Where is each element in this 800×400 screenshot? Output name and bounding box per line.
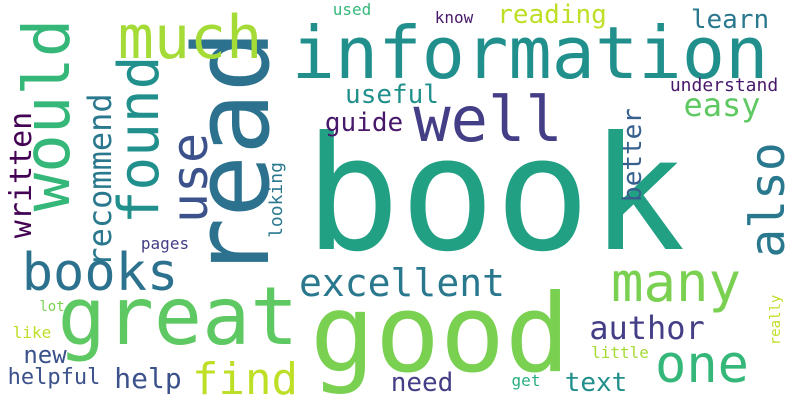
word-like: like — [12, 323, 52, 342]
word-used: used — [332, 0, 372, 19]
word-much: much — [117, 3, 263, 73]
word-reading: reading — [497, 0, 607, 30]
word-good: good — [309, 272, 571, 397]
word-looking: looking — [266, 162, 287, 238]
word-recommend: recommend — [81, 93, 119, 267]
word-author: author — [589, 309, 705, 347]
word-many: many — [610, 251, 742, 314]
word-get: get — [511, 371, 541, 390]
word-one: one — [655, 335, 749, 395]
word-written: written — [4, 111, 39, 239]
word-book: book — [304, 103, 686, 287]
word-text: text — [564, 368, 628, 398]
word-great: great — [57, 270, 299, 363]
word-understand: understand — [669, 75, 779, 96]
word-well: well — [413, 83, 563, 156]
word-excellent: excellent — [299, 261, 505, 305]
word-information: information — [291, 11, 769, 95]
word-find: find — [192, 354, 298, 400]
word-pages: pages — [140, 234, 190, 253]
word-useful: useful — [345, 80, 439, 110]
word-found: found — [107, 55, 172, 225]
word-help: help — [114, 362, 182, 395]
word-use: use — [161, 132, 219, 224]
word-really: really — [768, 294, 784, 346]
word-little: little — [591, 343, 649, 362]
word-learn: learn — [690, 5, 770, 35]
word-helpful: helpful — [7, 365, 101, 390]
word-guide: guide — [324, 108, 404, 138]
word-books: books — [21, 243, 179, 303]
word-better: better — [618, 108, 648, 202]
word-lot: lot — [39, 299, 65, 315]
word-easy: easy — [683, 86, 761, 124]
word-need: need — [390, 368, 454, 398]
word-also: also — [740, 142, 796, 258]
word-know: know — [434, 8, 474, 27]
word-new: new — [23, 341, 67, 369]
